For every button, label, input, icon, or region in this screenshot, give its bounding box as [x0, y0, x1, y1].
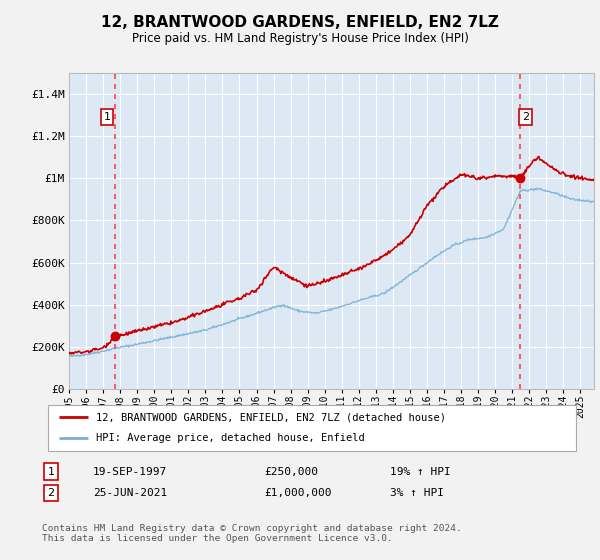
Text: 3% ↑ HPI: 3% ↑ HPI: [390, 488, 444, 498]
Text: Contains HM Land Registry data © Crown copyright and database right 2024.
This d: Contains HM Land Registry data © Crown c…: [42, 524, 462, 543]
Text: 2: 2: [47, 488, 55, 498]
Text: 12, BRANTWOOD GARDENS, ENFIELD, EN2 7LZ (detached house): 12, BRANTWOOD GARDENS, ENFIELD, EN2 7LZ …: [95, 412, 446, 422]
Text: 25-JUN-2021: 25-JUN-2021: [93, 488, 167, 498]
Text: 2: 2: [522, 112, 529, 122]
Text: 19-SEP-1997: 19-SEP-1997: [93, 466, 167, 477]
Text: 1: 1: [47, 466, 55, 477]
Point: [515, 174, 525, 183]
Text: 1: 1: [103, 112, 110, 122]
FancyBboxPatch shape: [48, 405, 576, 451]
Text: £1,000,000: £1,000,000: [264, 488, 331, 498]
Text: HPI: Average price, detached house, Enfield: HPI: Average price, detached house, Enfi…: [95, 433, 364, 444]
Text: £250,000: £250,000: [264, 466, 318, 477]
Text: 12, BRANTWOOD GARDENS, ENFIELD, EN2 7LZ: 12, BRANTWOOD GARDENS, ENFIELD, EN2 7LZ: [101, 15, 499, 30]
Text: 19% ↑ HPI: 19% ↑ HPI: [390, 466, 451, 477]
Text: Price paid vs. HM Land Registry's House Price Index (HPI): Price paid vs. HM Land Registry's House …: [131, 32, 469, 45]
Point: [110, 332, 120, 341]
